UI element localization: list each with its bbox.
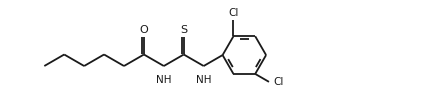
Text: NH: NH [156,75,172,85]
Text: S: S [180,25,187,35]
Text: Cl: Cl [228,8,239,18]
Text: NH: NH [196,75,212,85]
Text: O: O [139,25,148,35]
Text: Cl: Cl [273,77,283,87]
